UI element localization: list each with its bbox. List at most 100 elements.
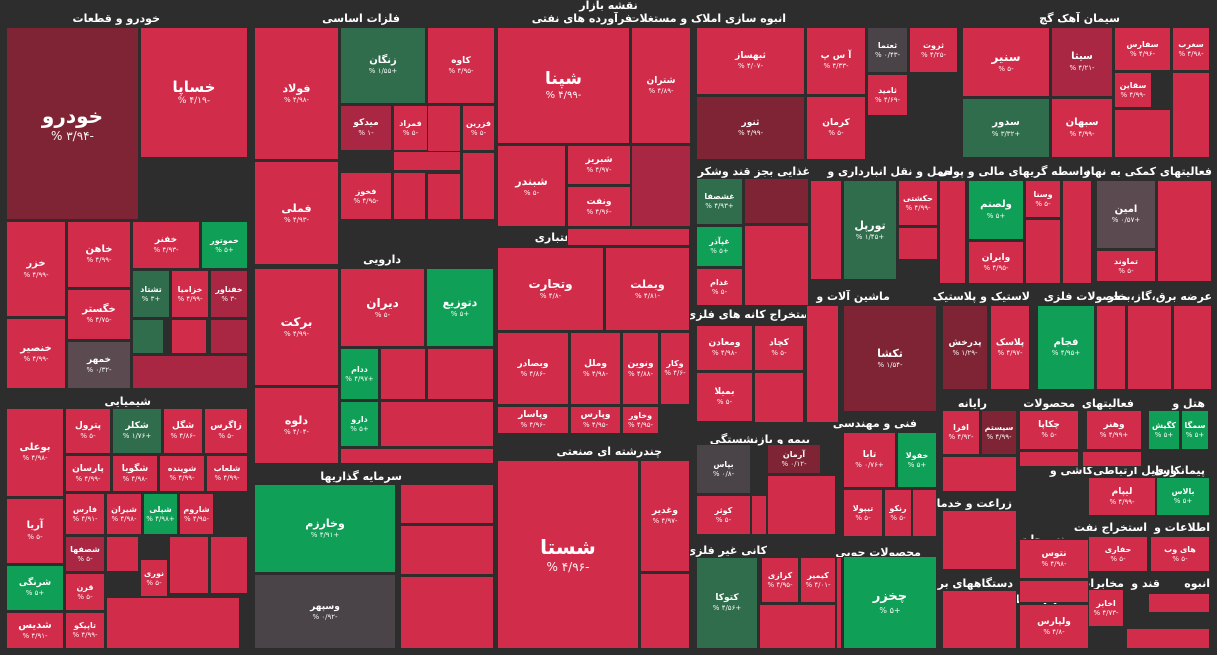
stock-tile[interactable]: ثامید -۴/۶۹ %: [867, 74, 908, 116]
stock-tile[interactable]: [132, 319, 164, 354]
stock-tile[interactable]: سغرب -۴/۹۸ %: [1172, 27, 1210, 71]
stock-tile[interactable]: فمراد -۵ %: [393, 105, 428, 151]
stock-tile[interactable]: شاروم -۴/۹۵ %: [179, 493, 214, 535]
stock-tile[interactable]: [942, 510, 1017, 570]
stock-tile[interactable]: ثروت -۴/۲۵ %: [909, 27, 958, 73]
stock-tile[interactable]: [400, 484, 494, 524]
stock-tile[interactable]: ثعتما -۰/۴۳ %: [867, 27, 908, 73]
stock-tile[interactable]: [393, 151, 461, 171]
stock-tile[interactable]: [898, 227, 938, 260]
stock-tile[interactable]: پدرخش -۱/۲۹ %: [942, 305, 988, 390]
stock-tile[interactable]: [1096, 305, 1126, 390]
stock-tile[interactable]: شگل -۴/۸۶ %: [163, 408, 203, 454]
stock-tile[interactable]: خنصیر -۴/۹۹ %: [6, 318, 66, 389]
stock-tile[interactable]: دتوزیع +۵ %: [426, 268, 494, 347]
stock-tile[interactable]: های وب -۵ %: [1150, 536, 1210, 572]
stock-tile[interactable]: [1157, 180, 1212, 282]
stock-tile[interactable]: [810, 180, 842, 280]
stock-tile[interactable]: [631, 145, 691, 227]
stock-tile[interactable]: کوثر -۵ %: [696, 495, 751, 535]
stock-tile[interactable]: ونوین -۴/۸۸ %: [622, 332, 659, 405]
stock-tile[interactable]: خموتور +۵ %: [201, 221, 248, 269]
stock-tile[interactable]: [1173, 305, 1212, 390]
stock-tile[interactable]: [1025, 219, 1061, 284]
stock-tile[interactable]: شپنا -۴/۹۹ %: [497, 27, 630, 144]
stock-tile[interactable]: [912, 489, 937, 537]
stock-tile[interactable]: غشصفا +۴/۹۳ %: [696, 178, 743, 225]
stock-tile[interactable]: وخاور -۴/۹۵ %: [622, 406, 659, 434]
stock-tile[interactable]: شرنگی +۵ %: [6, 565, 64, 611]
stock-tile[interactable]: بپاس -۰/۸ %: [696, 444, 751, 494]
stock-tile[interactable]: وملل -۴/۹۸ %: [570, 332, 621, 405]
stock-tile[interactable]: خمهر -۰/۳۲ %: [67, 341, 131, 389]
stock-tile[interactable]: خودرو -۳/۹۴ %: [6, 27, 139, 220]
stock-tile[interactable]: [767, 475, 836, 535]
stock-tile[interactable]: وبصادر -۴/۸۶ %: [497, 332, 569, 405]
stock-tile[interactable]: [210, 319, 248, 354]
stock-tile[interactable]: [171, 319, 207, 354]
stock-tile[interactable]: [744, 178, 809, 224]
stock-tile[interactable]: [806, 305, 839, 423]
stock-tile[interactable]: وغدیر -۴/۹۷ %: [640, 460, 690, 572]
stock-tile[interactable]: حکشتی -۴/۹۹ %: [898, 180, 938, 226]
stock-tile[interactable]: آ س پ -۴/۳۳ %: [806, 27, 866, 95]
stock-tile[interactable]: خفناور -۳ %: [210, 270, 248, 318]
stock-tile[interactable]: سفارس -۴/۹۶ %: [1114, 27, 1171, 71]
stock-tile[interactable]: بوعلی -۴/۹۸ %: [6, 408, 64, 497]
stock-tile[interactable]: شکلر +۱/۷۶ %: [112, 408, 162, 454]
stock-tile[interactable]: شیران -۴/۹۸ %: [106, 493, 142, 535]
stock-tile[interactable]: [744, 225, 809, 306]
stock-tile[interactable]: [427, 173, 461, 220]
stock-tile[interactable]: ونفت -۴/۹۶ %: [567, 186, 631, 227]
stock-tile[interactable]: [106, 536, 139, 572]
stock-tile[interactable]: کگیش +۵ %: [1148, 410, 1180, 450]
stock-tile[interactable]: کاوه -۴/۹۵ %: [427, 27, 495, 104]
stock-tile[interactable]: خگستر -۴/۷۵ %: [67, 289, 131, 340]
stock-tile[interactable]: فولاد -۴/۹۸ %: [254, 27, 339, 160]
stock-tile[interactable]: ولصنم +۵ %: [968, 180, 1024, 240]
stock-tile[interactable]: [380, 401, 494, 447]
stock-tile[interactable]: فزرین -۵ %: [462, 105, 495, 151]
stock-tile[interactable]: شبندر -۵ %: [497, 145, 566, 227]
stock-tile[interactable]: برکت -۴/۹۹ %: [254, 268, 339, 386]
stock-tile[interactable]: [754, 372, 804, 423]
stock-tile[interactable]: کیمیر -۴/۰۱ %: [800, 557, 836, 603]
stock-tile[interactable]: سدور +۳/۳۲ %: [962, 98, 1050, 158]
stock-tile[interactable]: قرن -۵ %: [65, 573, 105, 611]
stock-tile[interactable]: [427, 348, 494, 400]
stock-tile[interactable]: شپلی +۴/۹۸ %: [143, 493, 178, 535]
stock-tile[interactable]: [400, 525, 494, 575]
stock-tile[interactable]: تماوند -۵ %: [1096, 250, 1156, 282]
stock-tile[interactable]: فملی -۴/۹۳ %: [254, 161, 339, 265]
stock-tile[interactable]: سمگا +۵ %: [1181, 410, 1209, 450]
stock-tile[interactable]: [400, 576, 494, 649]
stock-tile[interactable]: وپاسار -۴/۹۶ %: [497, 406, 569, 434]
stock-tile[interactable]: ثبهساز -۴/۰۷ %: [696, 27, 805, 95]
stock-tile[interactable]: حفاری -۵ %: [1088, 536, 1148, 572]
stock-tile[interactable]: چکاپا -۵ %: [1019, 410, 1079, 450]
stock-tile[interactable]: [393, 172, 426, 220]
stock-tile[interactable]: [1126, 628, 1210, 649]
stock-tile[interactable]: [1172, 72, 1210, 158]
stock-tile[interactable]: شدیس -۴/۹۱ %: [6, 612, 64, 649]
stock-tile[interactable]: دلوه -۴/۰۴ %: [254, 387, 339, 464]
stock-tile[interactable]: تابا +۰/۷۶ %: [843, 432, 896, 488]
stock-tile[interactable]: وخارزم +۴/۹۱ %: [254, 484, 396, 573]
stock-tile[interactable]: [1062, 180, 1092, 284]
stock-tile[interactable]: [169, 536, 209, 594]
stock-tile[interactable]: رنکو -۵ %: [884, 489, 912, 537]
stock-tile[interactable]: سقاین -۴/۹۹ %: [1114, 72, 1152, 108]
stock-tile[interactable]: کتوکا +۴/۵۶ %: [696, 557, 758, 649]
stock-tile[interactable]: سیستم -۴/۹۹ %: [981, 410, 1017, 455]
stock-tile[interactable]: دارو +۵ %: [340, 401, 379, 447]
stock-tile[interactable]: اخابر -۴/۷۳ %: [1088, 589, 1124, 627]
stock-tile[interactable]: وایران -۴/۹۵ %: [968, 241, 1024, 284]
stock-tile[interactable]: افرا -۴/۹۲ %: [942, 410, 980, 455]
stock-tile[interactable]: [1114, 109, 1171, 158]
stock-tile[interactable]: پلاسک -۴/۹۷ %: [990, 305, 1030, 390]
stock-tile[interactable]: [759, 604, 836, 649]
stock-tile[interactable]: [1127, 305, 1172, 390]
stock-tile[interactable]: وهنر +۴/۹۹ %: [1086, 410, 1142, 450]
stock-tile[interactable]: میدکو -۱ %: [340, 105, 392, 151]
stock-tile[interactable]: سنیر -۵ %: [962, 27, 1050, 97]
